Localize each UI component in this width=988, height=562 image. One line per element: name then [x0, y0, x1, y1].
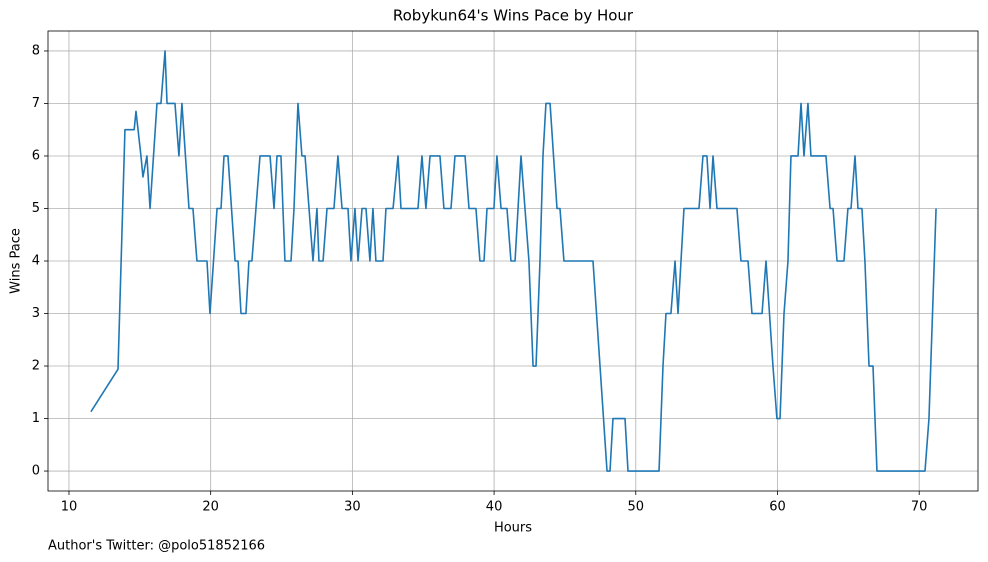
- chart-title: Robykun64's Wins Pace by Hour: [393, 7, 634, 25]
- y-tick-label: 7: [32, 96, 40, 111]
- y-tick-label: 3: [32, 306, 40, 321]
- x-tick-label: 10: [61, 500, 78, 515]
- y-tick-label: 8: [32, 43, 40, 58]
- y-tick-label: 1: [32, 411, 40, 426]
- x-tick-label: 30: [344, 500, 361, 515]
- y-tick-label: 2: [32, 359, 40, 374]
- plot-frame: [47, 30, 979, 492]
- x-tick-label: 20: [202, 500, 219, 515]
- x-tick-label: 70: [911, 500, 928, 515]
- y-tick-label: 5: [32, 201, 40, 216]
- annotation: Author's Twitter: @polo51852166: [48, 539, 265, 554]
- data-line: [90, 50, 937, 472]
- x-tick-label: 40: [486, 500, 503, 515]
- x-tick-label: 60: [769, 500, 786, 515]
- y-tick-label: 0: [32, 464, 40, 479]
- x-tick-label: 50: [628, 500, 645, 515]
- y-tick-label: 4: [32, 254, 40, 269]
- x-axis-label: Hours: [494, 521, 532, 536]
- y-axis-label: Wins Pace: [9, 228, 24, 294]
- y-tick-label: 6: [32, 148, 40, 163]
